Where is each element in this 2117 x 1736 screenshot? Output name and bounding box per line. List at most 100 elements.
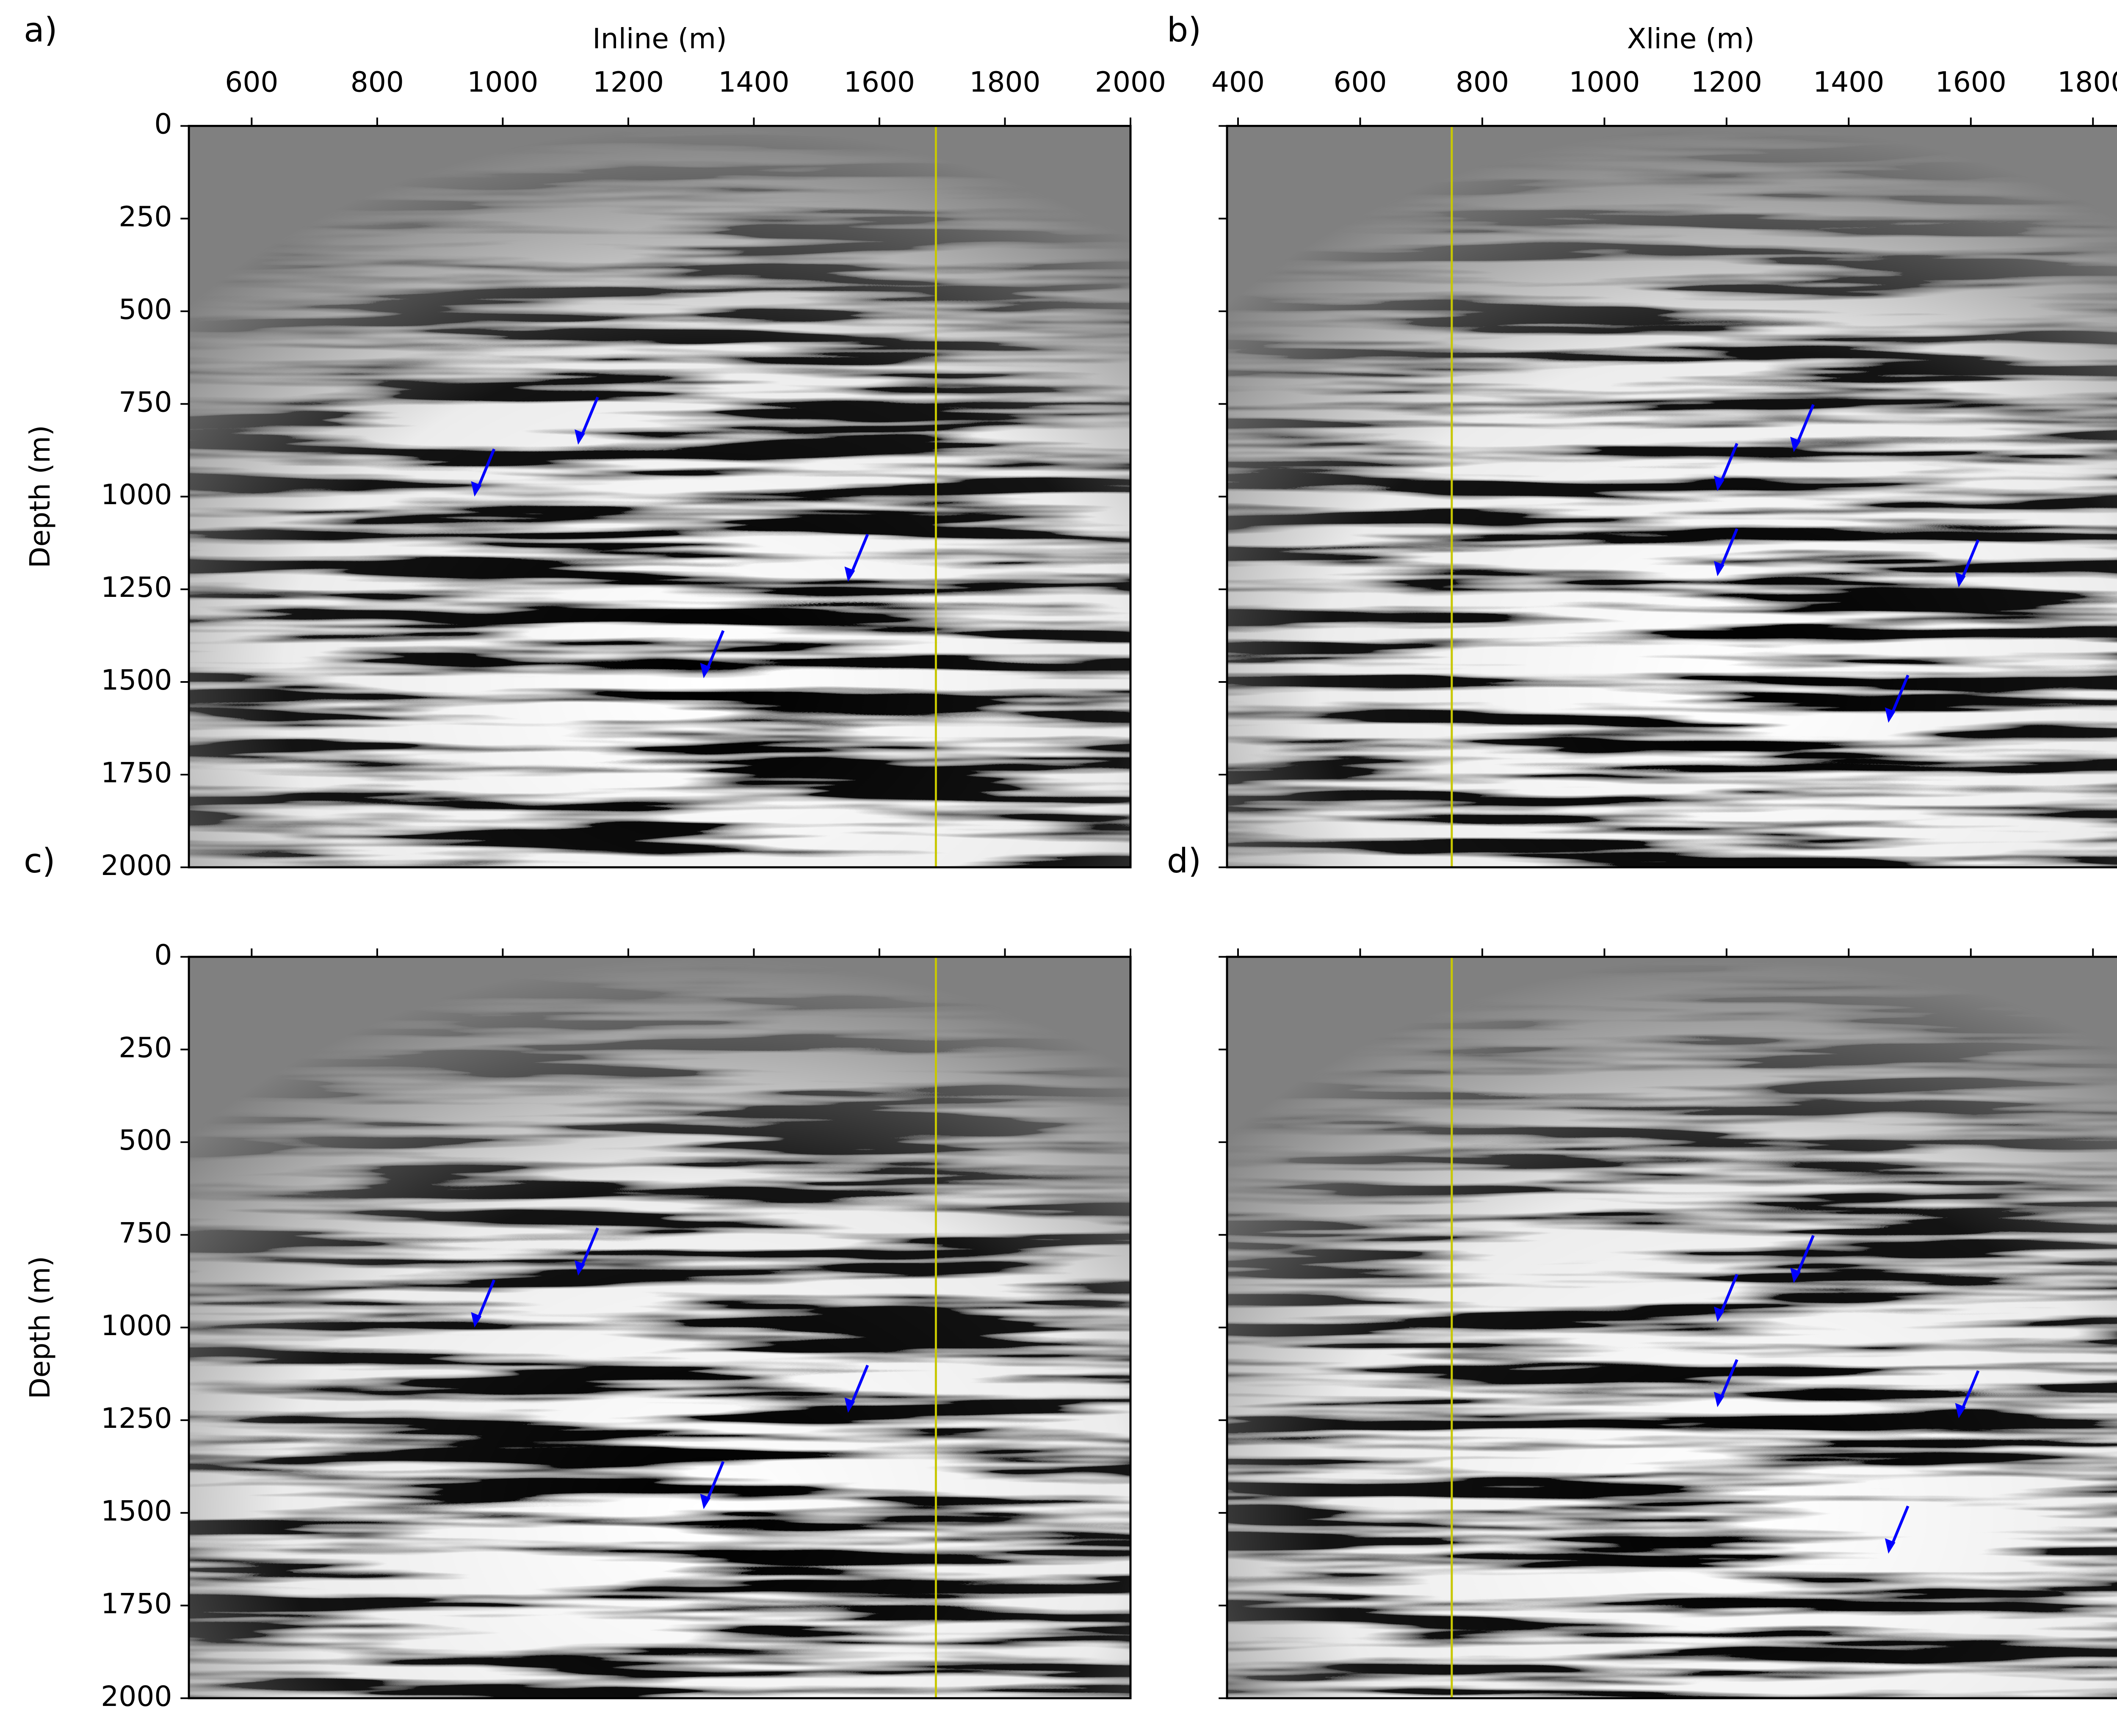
panel-label: b) [1167, 10, 1201, 50]
arrow [1955, 539, 1980, 588]
x-tick-label: 1400 [718, 66, 789, 98]
arrow [1955, 1370, 1980, 1419]
arrow-shaft [1890, 1505, 1910, 1547]
x-tick-label: 600 [225, 66, 278, 98]
y-tick-label: 250 [119, 1031, 172, 1064]
arrow-head [1955, 572, 1966, 588]
y-tick-label: 1500 [101, 1495, 172, 1527]
arrow-head [700, 662, 711, 679]
arrow-shaft [849, 1364, 869, 1407]
arrow-shaft [705, 1461, 725, 1503]
arrow [844, 1364, 869, 1413]
arrow-head [1713, 561, 1725, 577]
arrow-shaft [1719, 443, 1738, 485]
arrow [1713, 1274, 1738, 1322]
x-tick-label: 800 [1456, 66, 1509, 98]
x-axis-label: Xline (m) [1627, 22, 1755, 55]
arrow-head [700, 1493, 711, 1510]
y-tick-label: 1000 [101, 478, 172, 511]
y-tick-label: 500 [119, 293, 172, 326]
arrow-shaft [579, 1227, 599, 1270]
y-tick-label: 2000 [101, 849, 172, 882]
y-tick-label: 0 [154, 938, 172, 971]
y-tick-label: 2000 [101, 1680, 172, 1713]
x-tick-label: 1000 [1569, 66, 1640, 98]
seismic-image [189, 126, 1131, 867]
seismic-image [1227, 957, 2117, 1698]
y-tick-label: 750 [119, 1217, 172, 1249]
x-tick-label: 1400 [1813, 66, 1884, 98]
y-axis-label: Depth (m) [24, 425, 56, 568]
arrow-shaft [1960, 539, 1980, 581]
x-tick-label: 1800 [969, 66, 1040, 98]
arrow-shaft [849, 533, 869, 576]
arrow-shaft [579, 396, 599, 439]
arrow [844, 533, 869, 582]
y-tick-label: 250 [119, 200, 172, 233]
y-tick-label: 1000 [101, 1309, 172, 1342]
arrow-head [1955, 1403, 1966, 1419]
x-tick-label: 1800 [2057, 66, 2117, 98]
arrow-head [1885, 707, 1896, 723]
y-tick-label: 1750 [101, 756, 172, 789]
arrow [1713, 1359, 1738, 1408]
x-tick-label: 400 [1211, 66, 1265, 98]
arrow [1885, 674, 1910, 723]
panel-label: d) [1167, 841, 1201, 880]
arrow-head [575, 1260, 585, 1276]
arrow [1885, 1505, 1910, 1554]
x-axis-label: Inline (m) [592, 22, 727, 55]
x-tick-label: 800 [351, 66, 404, 98]
arrow-head [844, 1397, 855, 1413]
y-tick-label: 500 [119, 1124, 172, 1156]
arrow-shaft [1960, 1370, 1980, 1412]
y-tick-label: 750 [119, 386, 172, 418]
arrow-shaft [476, 1279, 496, 1321]
arrow-shaft [1719, 1274, 1738, 1316]
y-tick-label: 1250 [101, 1402, 172, 1435]
y-tick-label: 1500 [101, 664, 172, 696]
arrow-shaft [1795, 1235, 1815, 1277]
x-tick-label: 1600 [1935, 66, 2006, 98]
arrow [700, 630, 725, 679]
seismic-image [189, 957, 1131, 1698]
arrow-head [471, 1312, 482, 1328]
arrow-head [1713, 1306, 1725, 1322]
arrow [471, 1279, 496, 1328]
panel: 0 250 500 750 1000 1250 1500 1750 2000 c) Depth (m… [24, 841, 1132, 1713]
panel: 400 600 800 1000 1200 1400 1600 1800 b) Xline (m) [1167, 10, 2117, 869]
x-tick-label: 1600 [844, 66, 915, 98]
x-tick-label: 1200 [593, 66, 664, 98]
arrow-head [844, 566, 855, 582]
arrow-head [471, 481, 482, 497]
arrow [471, 448, 496, 497]
arrow-shaft [1890, 674, 1910, 717]
arrow-shaft [1719, 1359, 1738, 1401]
arrow-shaft [705, 630, 725, 672]
x-tick-label: 1000 [467, 66, 538, 98]
arrow-head [1713, 1391, 1725, 1408]
arrow-shaft [1795, 404, 1815, 446]
arrow-head [575, 429, 585, 445]
arrow [575, 1227, 599, 1276]
arrow [575, 396, 599, 445]
y-tick-label: 1250 [101, 571, 172, 604]
arrow-shaft [1719, 528, 1738, 570]
arrow-head [1885, 1538, 1896, 1554]
arrow-shaft [476, 448, 496, 490]
seismic-image [1227, 126, 2117, 867]
panel: 600 800 1000 1200 1400 1600 1800 2000 0 250 500 750… [24, 10, 1166, 882]
y-tick-label: 1750 [101, 1587, 172, 1620]
y-tick-label: 0 [154, 108, 172, 141]
panel-label: a) [24, 10, 58, 50]
arrow [700, 1461, 725, 1510]
x-tick-label: 2000 [1095, 66, 1166, 98]
panel-label: c) [24, 841, 55, 880]
panel: d) [1167, 841, 2117, 1700]
x-tick-label: 600 [1333, 66, 1387, 98]
y-axis-label: Depth (m) [24, 1256, 56, 1399]
x-tick-label: 1200 [1691, 66, 1762, 98]
arrow [1713, 528, 1738, 577]
